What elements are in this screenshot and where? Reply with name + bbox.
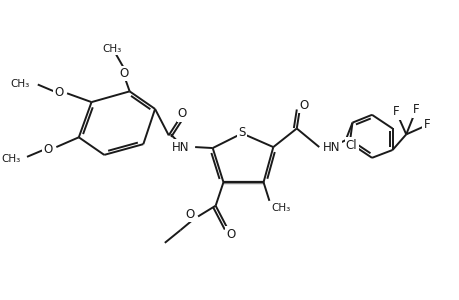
Text: CH₃: CH₃ — [1, 154, 20, 164]
Text: HN: HN — [171, 141, 189, 154]
Text: F: F — [392, 105, 399, 119]
Text: O: O — [298, 98, 308, 112]
Text: Cl: Cl — [345, 139, 357, 152]
Text: F: F — [423, 118, 429, 131]
Text: F: F — [412, 103, 419, 116]
Text: HN: HN — [323, 141, 340, 154]
Text: S: S — [238, 126, 245, 139]
Text: CH₃: CH₃ — [102, 44, 122, 54]
Text: CH₃: CH₃ — [271, 203, 290, 213]
Text: O: O — [43, 142, 52, 155]
Text: O: O — [178, 107, 187, 120]
Text: O: O — [54, 86, 63, 99]
Text: O: O — [185, 208, 194, 221]
Text: O: O — [119, 67, 128, 80]
Text: O: O — [226, 228, 235, 241]
Text: CH₃: CH₃ — [11, 79, 30, 88]
